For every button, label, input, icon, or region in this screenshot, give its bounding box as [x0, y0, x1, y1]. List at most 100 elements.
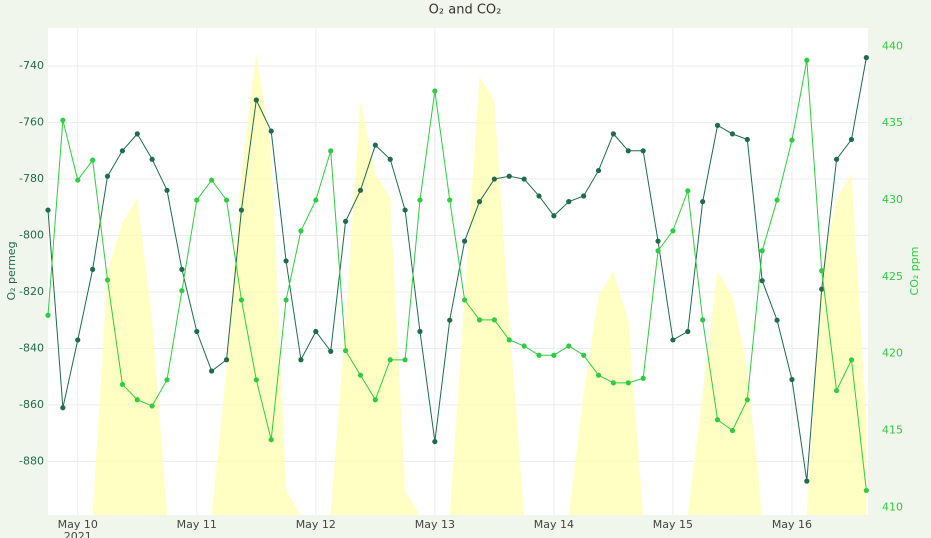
x-tick-label: May 16	[772, 518, 812, 531]
point	[744, 397, 750, 403]
point	[744, 136, 750, 143]
point	[179, 288, 185, 294]
point	[209, 368, 215, 374]
point	[863, 487, 869, 494]
point	[194, 197, 200, 203]
point	[60, 117, 66, 123]
point	[551, 352, 557, 358]
point	[566, 343, 572, 349]
y-tick-label: -860	[19, 398, 44, 411]
point	[462, 297, 468, 303]
point	[685, 328, 691, 335]
point	[610, 380, 617, 386]
point	[774, 317, 780, 323]
point	[372, 397, 378, 403]
y-tick-label: -760	[19, 116, 44, 129]
y2-tick-label: 430	[882, 193, 903, 206]
y2-tick-label: 410	[882, 500, 903, 513]
y2-tick-label: 420	[882, 347, 903, 360]
point	[60, 405, 66, 411]
point	[462, 238, 468, 244]
point	[700, 199, 706, 205]
point	[506, 173, 512, 179]
point	[149, 156, 155, 162]
point	[104, 173, 111, 179]
point	[432, 438, 438, 445]
point	[432, 88, 438, 94]
point	[759, 248, 765, 254]
y-tick-label: -780	[19, 172, 44, 185]
point	[804, 478, 810, 484]
point	[789, 376, 795, 383]
point	[119, 381, 125, 388]
point	[238, 297, 245, 303]
x-tick-label: May 10	[58, 518, 98, 531]
point	[104, 277, 111, 283]
point	[714, 417, 721, 423]
point	[625, 148, 631, 154]
point	[402, 357, 408, 363]
point	[268, 128, 274, 134]
point	[566, 199, 572, 205]
point	[595, 167, 602, 174]
point	[387, 156, 393, 162]
point	[610, 131, 617, 137]
point	[581, 193, 587, 199]
point	[209, 177, 215, 183]
point	[298, 228, 304, 234]
point	[134, 397, 140, 403]
point	[402, 207, 408, 213]
point	[491, 317, 497, 323]
point	[491, 176, 497, 182]
point	[655, 248, 661, 254]
point	[223, 197, 230, 203]
point	[581, 352, 587, 358]
point	[640, 375, 646, 381]
point	[417, 328, 423, 335]
point	[863, 55, 869, 61]
point	[536, 352, 542, 358]
chart-title: O₂ and CO₂	[429, 3, 502, 18]
point	[551, 213, 557, 219]
y2-tick-label: 435	[882, 116, 903, 129]
series-line	[47, 57, 867, 482]
point	[506, 337, 512, 343]
y-tick-label: -800	[19, 229, 44, 242]
point	[149, 403, 155, 409]
point	[670, 228, 676, 234]
point	[313, 328, 319, 335]
point	[164, 187, 170, 193]
point	[595, 372, 602, 378]
y-tick-label: -820	[19, 285, 44, 298]
point	[253, 97, 259, 103]
point	[283, 258, 289, 264]
point	[476, 199, 483, 205]
point	[670, 337, 676, 343]
point	[819, 286, 825, 292]
point	[253, 377, 259, 383]
x-tick-label: May 12	[296, 518, 336, 531]
point	[328, 348, 334, 354]
y2-tick-label: 415	[882, 424, 903, 437]
point	[700, 317, 706, 323]
point	[268, 437, 274, 443]
point	[45, 207, 51, 213]
point	[729, 427, 736, 434]
y2-tick-label: 440	[882, 39, 903, 52]
point	[90, 157, 96, 163]
light-area	[48, 52, 867, 515]
point	[328, 148, 334, 154]
point	[521, 343, 527, 349]
point	[194, 328, 200, 335]
point	[357, 187, 364, 193]
y-tick-label: -880	[19, 454, 44, 467]
x-tick-label: May 11	[177, 518, 217, 531]
point	[283, 297, 289, 303]
point	[75, 177, 81, 183]
point	[238, 207, 245, 213]
point	[342, 218, 349, 224]
point	[536, 193, 542, 199]
point	[804, 57, 810, 63]
point	[848, 136, 855, 143]
